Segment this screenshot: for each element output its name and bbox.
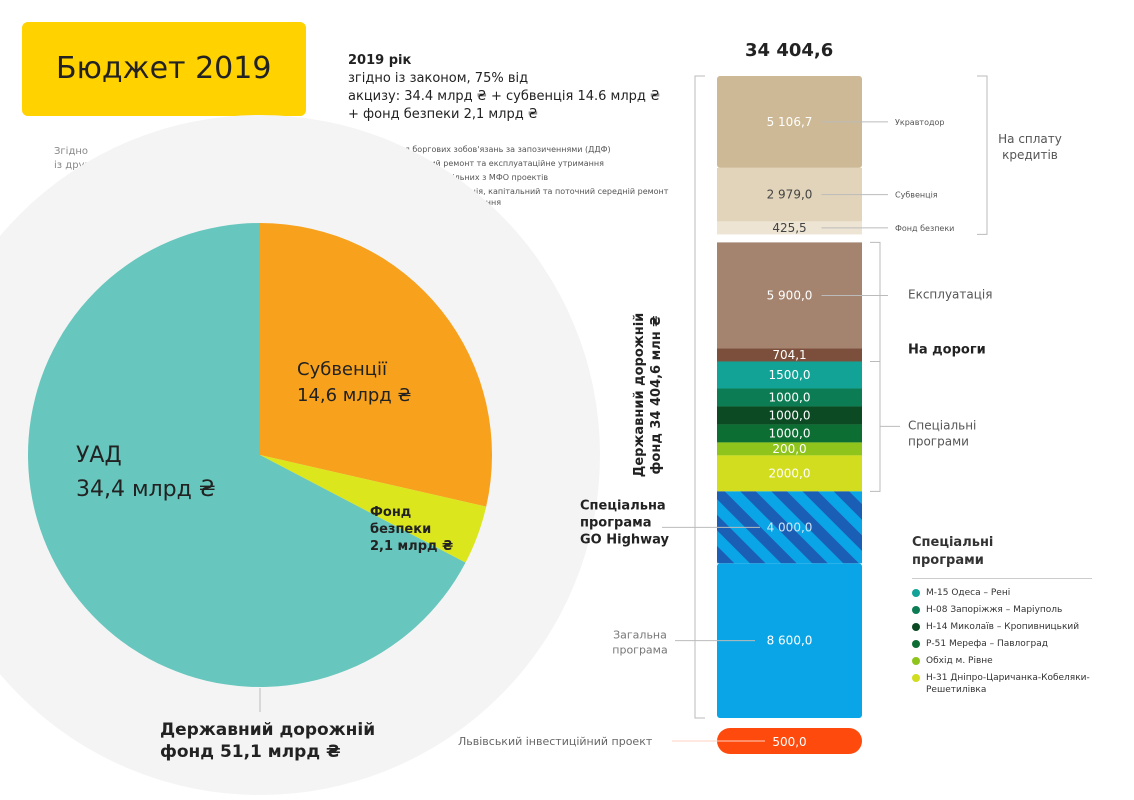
title-banner: Бюджет 2019 — [22, 22, 306, 116]
special-legend-label: М-15 Одеса – Рені — [926, 588, 1011, 598]
left-program-label: GO Highway — [580, 532, 670, 547]
bar-segment-label: 5 900,0 — [767, 288, 813, 302]
group-label: На сплату — [998, 132, 1062, 146]
special-legend-title: програми — [912, 553, 984, 568]
bar-segment — [717, 361, 862, 389]
left-program-label: Загальна — [613, 629, 667, 642]
bar-axis-label: Державний дорожній — [632, 313, 647, 478]
special-legend-item: Н-31 Дніпро-Царичанка-Кобеляки-Решетилів… — [912, 672, 1102, 696]
group-label: На дороги — [908, 342, 986, 357]
intro-text: 2019 рік згідно із законом, 75% від акци… — [348, 52, 660, 124]
bar-segment — [717, 563, 862, 718]
bar-segment — [717, 348, 862, 362]
bar-segment-label: 2 979,0 — [767, 188, 813, 202]
pie-caption-line: фонд 51,1 млрд ₴ — [160, 742, 341, 762]
special-legend-label: Р-51 Мерефа – Павлоград — [926, 639, 1048, 649]
left-program-label: програма — [580, 515, 652, 530]
special-legend-label: Обхід м. Рівне — [926, 656, 993, 666]
special-legend-title: Спеціальні — [912, 535, 994, 550]
bar-segment-side-label: Субвенція — [895, 191, 938, 200]
legend-dot-icon — [912, 657, 920, 665]
pie-slice — [28, 223, 466, 687]
bar-extra-side-label: Львівський інвестиційний проект — [458, 735, 653, 748]
special-programs-legend: Спеціальні програми М-15 Одеса – Рені Н-… — [912, 534, 1102, 701]
bar-segment-label: 1000,0 — [769, 408, 811, 422]
bar-segment-side-label: Фонд безпеки — [895, 224, 954, 233]
pie-slice-label: безпеки — [370, 522, 431, 537]
special-legend-item: Обхід м. Рівне — [912, 655, 1102, 667]
bar-segment — [717, 221, 862, 235]
bar-segment — [717, 388, 862, 407]
legend-dot-icon — [912, 623, 920, 631]
pie-slice-label: 34,4 млрд ₴ — [76, 477, 216, 502]
pie-slice-label: УАД — [76, 443, 122, 468]
special-legend-label: Н-14 Миколаїв – Кропивницький — [926, 622, 1080, 632]
bar-segment — [717, 455, 862, 492]
pie-slice-label: Субвенції — [297, 359, 388, 380]
bar-segment-label: 1000,0 — [769, 390, 811, 404]
bar-segment-label: 425,5 — [772, 221, 806, 235]
bar-extra-segment — [717, 728, 862, 754]
bar-segment — [717, 424, 862, 443]
bar-segment-side-label: Укравтодор — [895, 118, 944, 127]
intro-year: 2019 рік — [348, 53, 412, 68]
legend-label: Поточний дрібний ремонт та експлуатаційн… — [364, 159, 604, 168]
stacked-bar-chart: 5 106,7 Укравтодор 2 979,0 Субвенція 425,5 Фо… — [458, 75, 1062, 754]
bar-segment — [717, 76, 862, 168]
left-program-label: Спеціальна — [580, 498, 666, 513]
bar-segment — [717, 442, 862, 456]
legend-dot-icon — [912, 606, 920, 614]
intro-line: + фонд безпеки 2,1 млрд ₴ — [348, 107, 538, 122]
bar-segment — [717, 406, 862, 425]
group-label: Спеціальні — [908, 418, 976, 432]
bar-axis-label: фонд 34 404,6 млн ₴ — [649, 316, 664, 475]
bar-segment-label: 704,1 — [772, 348, 806, 362]
special-legend-item: Н-14 Миколаїв – Кропивницький — [912, 621, 1102, 633]
pie-chart: УАД 34,4 млрд ₴ Субвенції 14,6 млрд ₴ Фонд бе… — [28, 223, 493, 687]
bar-segment-side-label: Експлуатація — [908, 287, 992, 301]
divider — [912, 578, 1092, 579]
bar-segment-label: 4 000,0 — [767, 520, 813, 534]
bar-segment-label: 2000,0 — [769, 466, 811, 480]
legend-dot-icon — [912, 640, 920, 648]
stack-total-label: 34 404,6 — [745, 40, 834, 61]
legend-dot-icon — [912, 589, 920, 597]
pie-slice-label: Фонд — [370, 505, 411, 520]
special-legend-label: Н-08 Запоріжжя – Маріуполь — [926, 605, 1063, 615]
pie-slice-label: 14,6 млрд ₴ — [297, 385, 411, 406]
intro-line: акцизу: 34.4 млрд ₴ + субвенція 14.6 млр… — [348, 89, 661, 104]
bar-segment-label: 1500,0 — [769, 368, 811, 382]
group-label: кредитів — [1002, 148, 1058, 162]
bar-segment-label: 1000,0 — [769, 426, 811, 440]
group-label: програми — [908, 434, 969, 448]
special-legend-label: Н-31 Дніпро-Царичанка-Кобеляки-Решетилів… — [926, 673, 1090, 695]
left-program-label: програма — [612, 644, 667, 657]
bar-segment-label: 200,0 — [772, 442, 806, 456]
pie-slice — [260, 223, 493, 507]
pie-slice — [260, 455, 487, 563]
special-legend-item: М-15 Одеса – Рені — [912, 587, 1102, 599]
intro-line: згідно із законом, 75% від — [348, 71, 529, 86]
special-legend-item: Н-08 Запоріжжя – Маріуполь — [912, 604, 1102, 616]
bar-extra-label: 500,0 — [772, 735, 806, 749]
pie-note-line: Згідно — [54, 146, 89, 157]
pie-caption: Державний дорожній фонд 51,1 млрд ₴ — [160, 688, 375, 762]
legend-dot-icon — [912, 674, 920, 682]
legend-label: Виконання боргових зобов'язань за запози… — [364, 145, 611, 154]
special-legend-item: Р-51 Мерефа – Павлоград — [912, 638, 1102, 650]
page-title: Бюджет 2019 — [56, 51, 272, 86]
pie-slice-label: 2,1 млрд ₴ — [370, 539, 453, 554]
bar-segment-label: 5 106,7 — [767, 115, 813, 129]
pie-caption-line: Державний дорожній — [160, 720, 375, 740]
bar-segment-label: 8 600,0 — [767, 634, 813, 648]
